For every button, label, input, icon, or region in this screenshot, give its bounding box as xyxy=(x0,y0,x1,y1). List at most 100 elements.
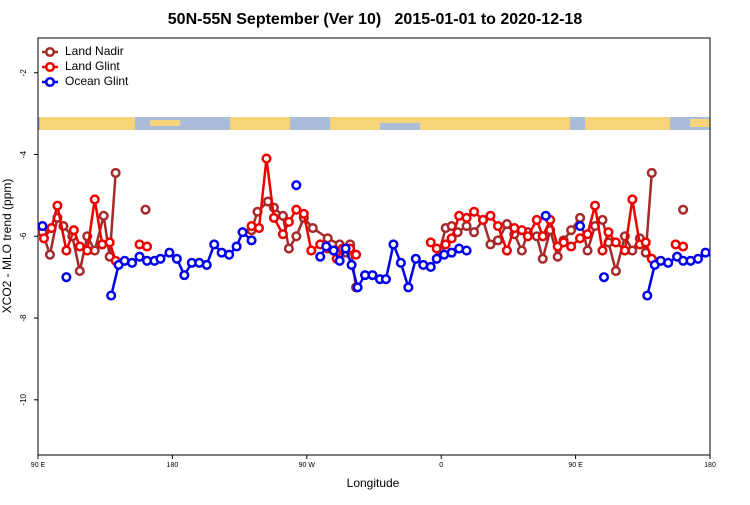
point xyxy=(431,253,442,264)
point xyxy=(693,253,704,264)
y-tick-label: -6 xyxy=(19,232,28,240)
legend-label: Land Nadir xyxy=(65,44,124,58)
point xyxy=(678,204,689,215)
point xyxy=(141,241,153,252)
point xyxy=(224,249,235,260)
point xyxy=(492,235,503,246)
point xyxy=(477,214,489,225)
point xyxy=(367,270,378,281)
point xyxy=(552,251,563,262)
point xyxy=(321,241,332,252)
chart-title: 50N-55N September (Ver 10) 2015-01-01 to… xyxy=(168,11,583,28)
legend-marker xyxy=(44,46,56,58)
point xyxy=(68,225,79,236)
point xyxy=(322,233,333,244)
point xyxy=(516,225,527,236)
point xyxy=(566,225,577,236)
x-axis-label: Longitude xyxy=(347,476,400,490)
legend-marker xyxy=(44,61,56,73)
point xyxy=(61,272,72,283)
point xyxy=(277,210,288,221)
point xyxy=(164,247,175,258)
point xyxy=(700,247,711,258)
point xyxy=(127,257,138,268)
point xyxy=(610,265,621,277)
point xyxy=(646,167,657,178)
point xyxy=(246,235,257,246)
point xyxy=(89,194,100,205)
point xyxy=(537,253,548,264)
point xyxy=(46,223,57,234)
point xyxy=(283,216,294,228)
point xyxy=(237,227,248,238)
point xyxy=(104,237,115,248)
x-tick-label: 0 xyxy=(439,462,443,469)
point xyxy=(410,253,421,264)
point xyxy=(663,257,674,268)
point xyxy=(140,204,151,215)
point xyxy=(82,245,93,256)
point xyxy=(597,214,608,225)
point xyxy=(291,180,302,191)
point xyxy=(74,241,85,252)
point xyxy=(603,227,614,238)
point xyxy=(446,247,457,258)
point xyxy=(485,239,496,250)
point xyxy=(492,221,503,232)
legend-marker xyxy=(44,76,56,88)
point xyxy=(501,245,512,256)
point xyxy=(425,237,436,248)
point xyxy=(537,231,548,242)
y-axis-label: XCO2 - MLO trend (ppm) xyxy=(0,179,14,314)
point xyxy=(516,245,527,256)
point xyxy=(461,245,472,256)
point xyxy=(291,204,302,215)
point xyxy=(38,233,50,244)
point xyxy=(469,227,480,238)
plot-frame xyxy=(37,37,711,456)
point xyxy=(431,243,442,254)
point xyxy=(307,223,318,234)
point xyxy=(328,245,339,256)
point xyxy=(598,272,610,283)
point xyxy=(261,153,272,164)
point xyxy=(403,282,414,293)
point xyxy=(575,221,586,232)
point xyxy=(52,200,63,211)
point xyxy=(522,231,533,242)
point xyxy=(253,223,265,234)
point xyxy=(231,241,242,252)
point xyxy=(440,239,451,250)
point xyxy=(619,245,630,256)
point xyxy=(74,265,85,277)
point xyxy=(678,241,689,252)
y-tick-label: -2 xyxy=(19,69,28,77)
point xyxy=(268,212,279,223)
point xyxy=(61,245,72,256)
point xyxy=(501,218,512,230)
point xyxy=(106,290,117,301)
y-tick-label: -8 xyxy=(19,314,28,322)
x-tick-label: 180 xyxy=(167,462,179,469)
point xyxy=(110,167,121,178)
point xyxy=(346,259,357,270)
legend-label: Ocean Glint xyxy=(65,74,129,88)
point xyxy=(566,241,577,252)
point xyxy=(461,221,472,232)
point xyxy=(388,239,399,250)
point xyxy=(540,210,551,221)
point xyxy=(201,259,212,270)
point xyxy=(582,229,593,240)
point xyxy=(340,243,351,254)
point xyxy=(575,233,586,244)
point xyxy=(98,210,109,221)
point xyxy=(395,257,406,268)
point xyxy=(209,239,220,250)
point xyxy=(446,233,457,244)
point xyxy=(469,206,480,217)
point xyxy=(627,194,638,205)
point xyxy=(575,212,586,223)
legend-label: Land Glint xyxy=(65,59,120,73)
point xyxy=(171,253,182,264)
